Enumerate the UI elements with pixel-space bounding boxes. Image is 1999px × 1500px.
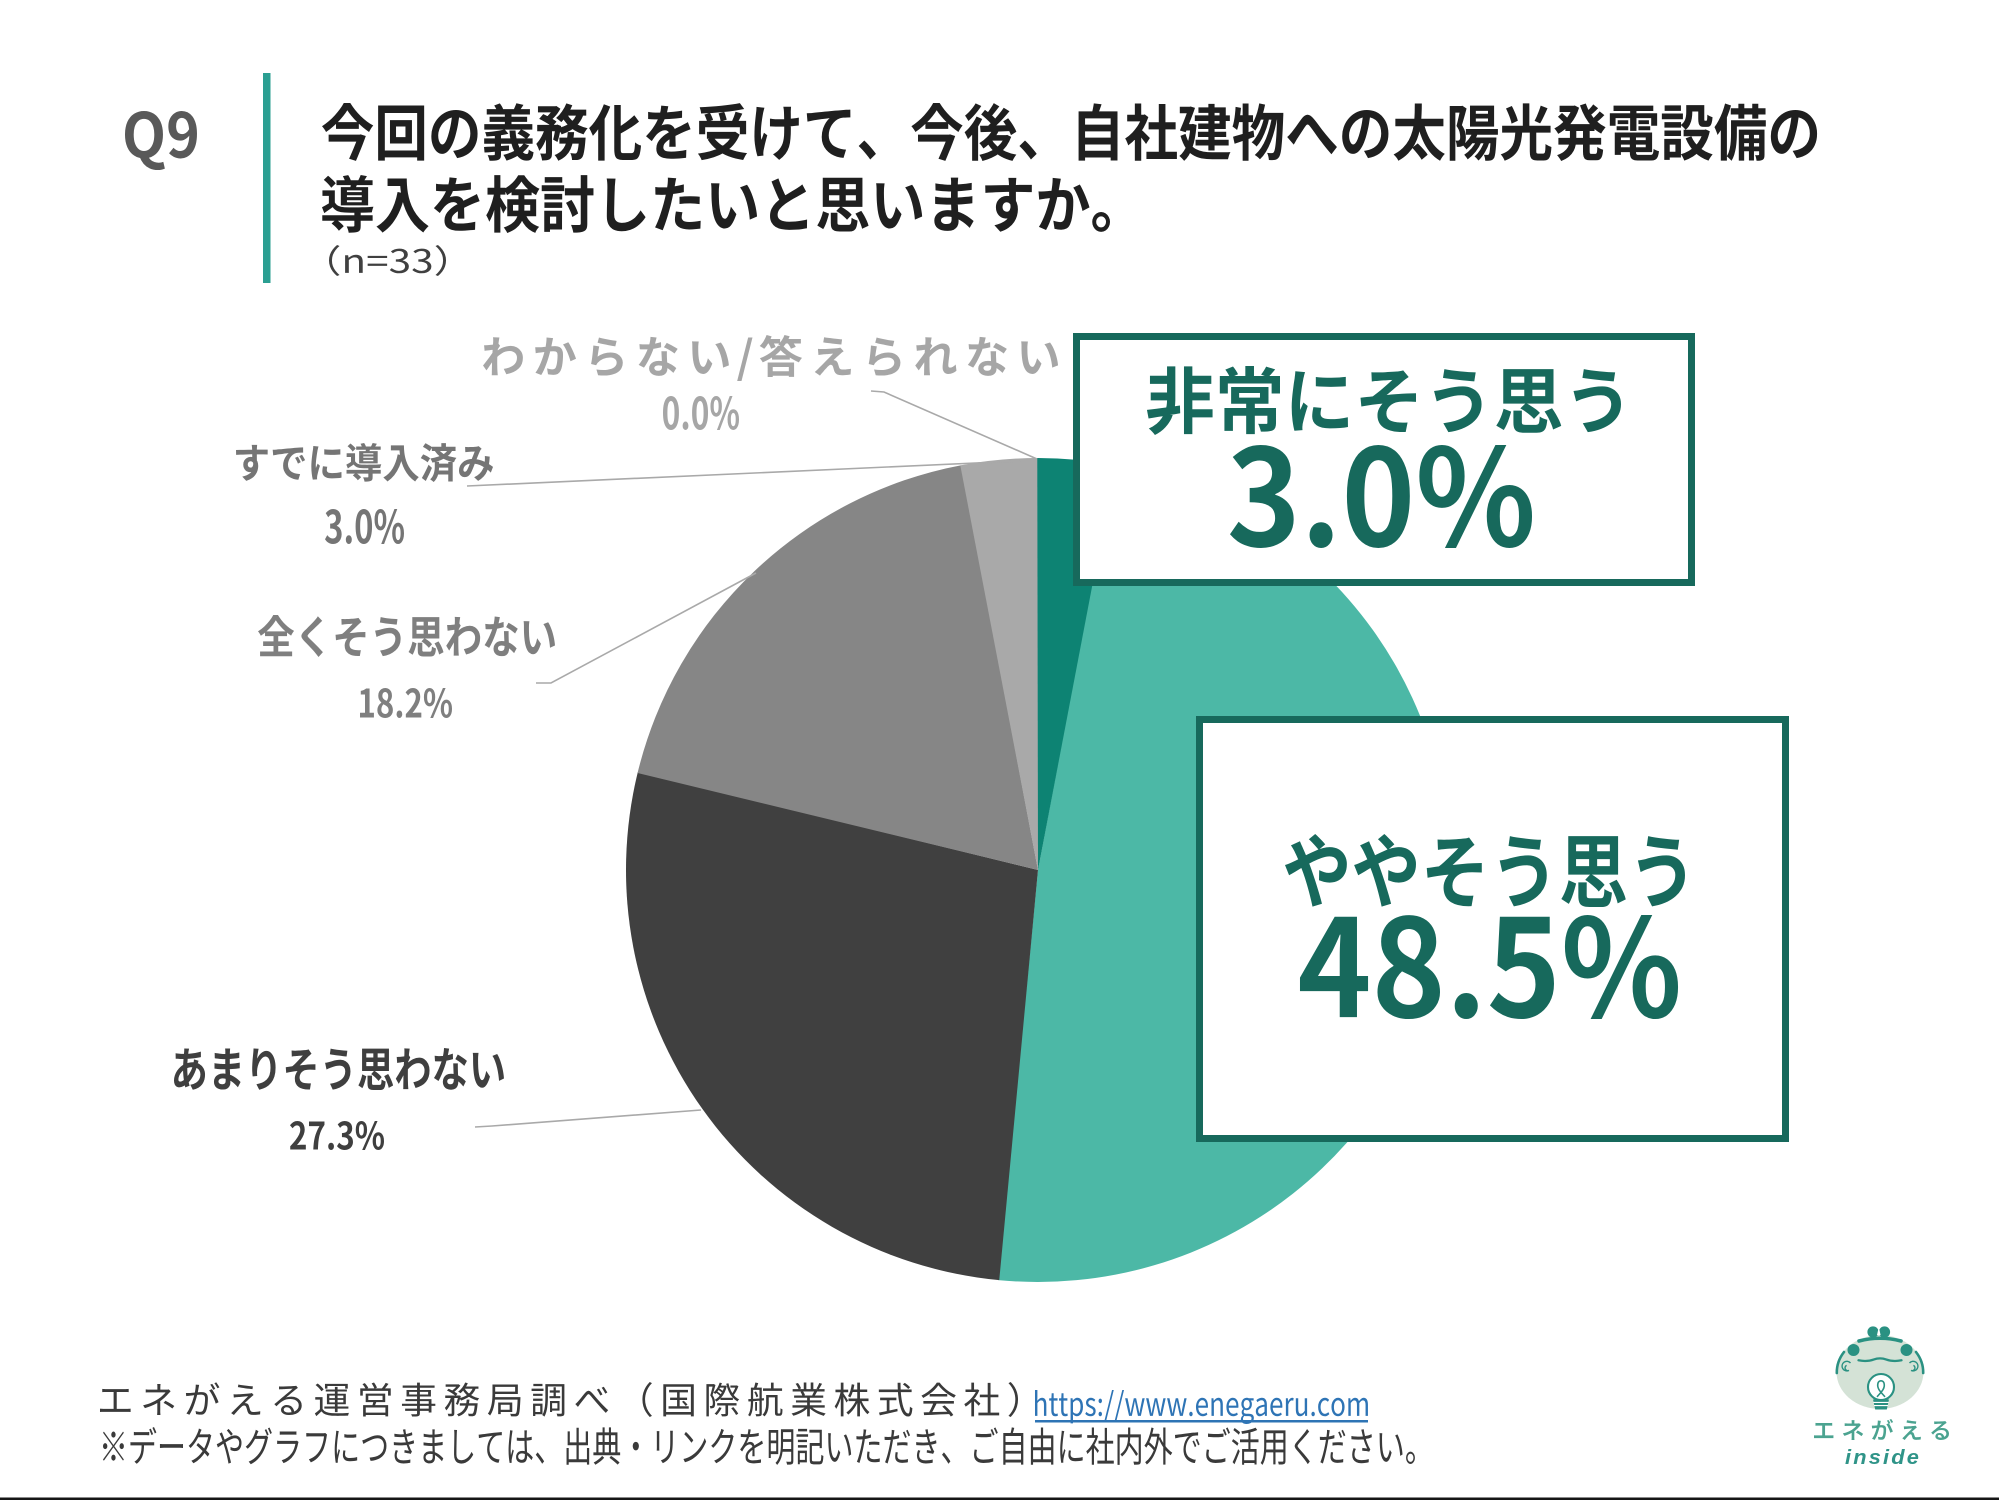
svg-text:inside: inside	[1845, 1447, 1921, 1469]
